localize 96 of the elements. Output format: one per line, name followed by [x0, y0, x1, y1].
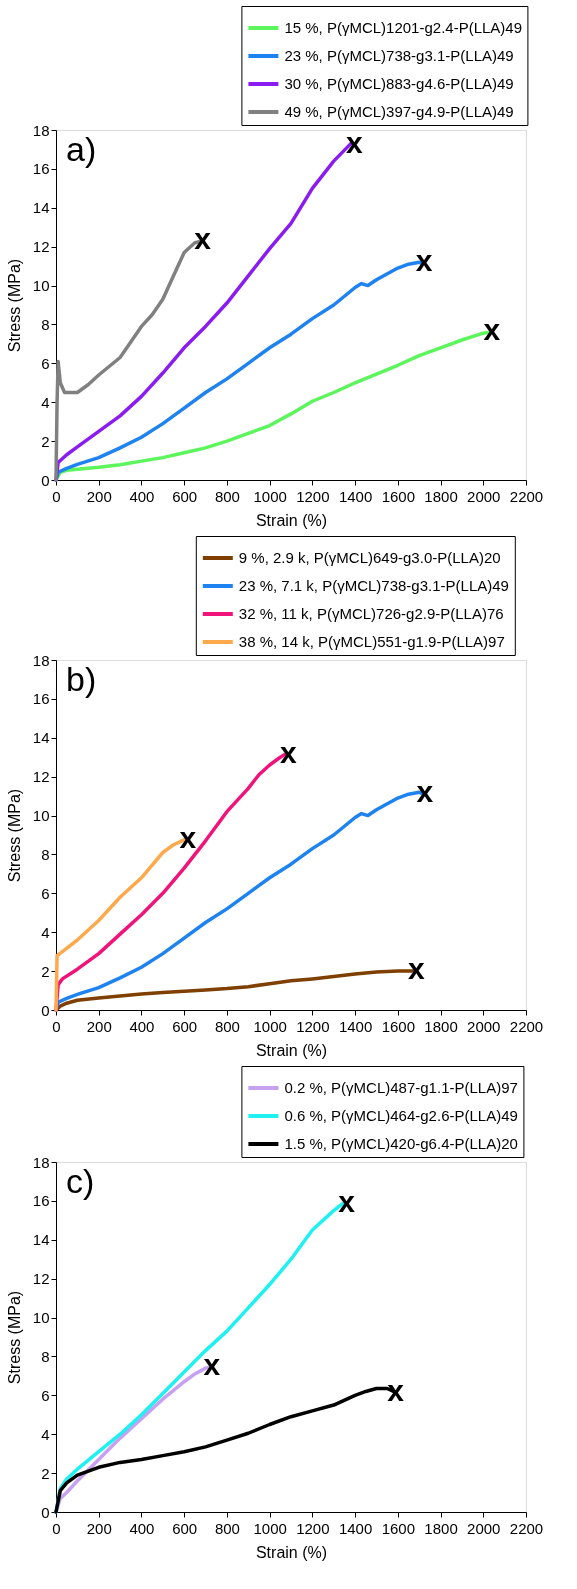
y-tick-label: 10 [32, 807, 50, 825]
annotation: x [338, 1185, 356, 1219]
y-tick-label: 4 [41, 393, 50, 411]
y-tick-label: 12 [32, 238, 50, 256]
annotation: x [483, 312, 501, 346]
x-tick-label: 1400 [338, 1519, 373, 1537]
x-tick-label: 600 [172, 1017, 198, 1035]
x-tick-label: 1000 [253, 1519, 287, 1537]
y-tick-label: 14 [32, 729, 50, 747]
x-tick-label: 800 [214, 487, 240, 505]
x-axis-title: Strain (%) [255, 1543, 328, 1561]
x-tick-label: 2000 [467, 487, 501, 505]
y-tick-label: 18 [32, 1153, 50, 1171]
y-axis-title: Stress (MPa) [5, 258, 23, 353]
y-tick-label: 8 [41, 315, 50, 333]
x-axis-title: Strain (%) [255, 511, 328, 529]
x-tick-label: 1800 [424, 487, 458, 505]
annotation: x [408, 951, 426, 985]
y-tick-label: 6 [41, 884, 50, 902]
y-tick-label: 0 [41, 471, 50, 489]
legend-label: 32 %, 11 k, P(γMCL)726-g2.9-P(LLA)76 [238, 605, 504, 622]
x-tick-label: 600 [172, 487, 198, 505]
legend-label: 49 %, P(γMCL)397-g4.9-P(LLA)49 [284, 103, 514, 120]
x-axis-title: Strain (%) [255, 1041, 328, 1059]
annotation: x [179, 821, 197, 855]
legend-label: 0.2 %, P(γMCL)487-g1.1-P(LLA)97 [284, 1079, 518, 1096]
y-tick-label: 16 [32, 1192, 50, 1210]
y-axis-title: Stress (MPa) [5, 1290, 23, 1385]
annotation: x [279, 736, 297, 770]
x-tick-label: 1800 [424, 1519, 458, 1537]
y-tick-label: 10 [32, 1309, 50, 1327]
y-axis-title: Stress (MPa) [5, 788, 23, 883]
annotation: x [203, 1348, 221, 1382]
y-tick-label: 12 [32, 768, 50, 786]
annotation: x [194, 222, 212, 256]
legend-label: 1.5 %, P(γMCL)420-g6.4-P(LLA)20 [284, 1135, 518, 1152]
x-tick-label: 400 [129, 1017, 155, 1035]
annotation: b) [66, 660, 97, 698]
annotation: x [415, 244, 433, 278]
y-tick-label: 8 [41, 1347, 50, 1365]
y-tick-label: 2 [41, 1464, 50, 1482]
annotation: x [345, 125, 363, 159]
x-tick-label: 1400 [338, 487, 373, 505]
x-tick-label: 2200 [509, 1017, 544, 1035]
y-tick-label: 18 [32, 651, 50, 669]
legend-label: 30 %, P(γMCL)883-g4.6-P(LLA)49 [284, 75, 514, 92]
x-tick-label: 2200 [509, 487, 544, 505]
legend-label: 0.6 %, P(γMCL)464-g2.6-P(LLA)49 [284, 1107, 518, 1124]
x-tick-label: 800 [214, 1017, 240, 1035]
y-tick-label: 0 [41, 1001, 50, 1019]
x-tick-label: 1400 [338, 1017, 373, 1035]
y-tick-label: 2 [41, 962, 50, 980]
legend-label: 15 %, P(γMCL)1201-g2.4-P(LLA)49 [284, 19, 523, 36]
legend-label: 9 %, 2.9 k, P(γMCL)649-g3.0-P(LLA)20 [238, 549, 501, 566]
y-tick-label: 6 [41, 1386, 50, 1404]
x-tick-label: 0 [52, 487, 61, 505]
x-tick-label: 1000 [253, 487, 287, 505]
y-tick-label: 14 [32, 199, 50, 217]
x-tick-label: 200 [86, 487, 112, 505]
x-tick-label: 400 [129, 487, 155, 505]
x-tick-label: 2200 [509, 1519, 544, 1537]
x-tick-label: 200 [86, 1017, 112, 1035]
x-tick-label: 1600 [381, 1017, 416, 1035]
x-tick-label: 1200 [296, 1017, 330, 1035]
legend-label: 23 %, 7.1 k, P(γMCL)738-g3.1-P(LLA)49 [238, 577, 509, 594]
y-tick-label: 0 [41, 1503, 50, 1521]
x-tick-label: 1600 [381, 1519, 416, 1537]
annotation: c) [66, 1162, 95, 1200]
y-tick-label: 16 [32, 690, 50, 708]
x-tick-label: 200 [86, 1519, 112, 1537]
x-tick-label: 0 [52, 1017, 61, 1035]
y-tick-label: 6 [41, 354, 50, 372]
y-tick-label: 10 [32, 277, 50, 295]
y-tick-label: 16 [32, 160, 50, 178]
legend-label: 23 %, P(γMCL)738-g3.1-P(LLA)49 [284, 47, 514, 64]
x-tick-label: 800 [214, 1519, 240, 1537]
legend-label: 38 %, 14 k, P(γMCL)551-g1.9-P(LLA)97 [238, 633, 505, 650]
y-tick-label: 4 [41, 1425, 50, 1443]
y-tick-label: 18 [32, 121, 50, 139]
y-tick-label: 14 [32, 1231, 50, 1249]
y-tick-label: 12 [32, 1270, 50, 1288]
y-tick-label: 4 [41, 923, 50, 941]
x-tick-label: 1600 [381, 487, 416, 505]
x-tick-label: 1200 [296, 487, 330, 505]
annotation: a) [66, 130, 97, 168]
y-tick-label: 2 [41, 432, 50, 450]
x-tick-label: 600 [172, 1519, 198, 1537]
x-tick-label: 1000 [253, 1017, 287, 1035]
x-tick-label: 1200 [296, 1519, 330, 1537]
y-tick-label: 8 [41, 845, 50, 863]
x-tick-label: 1800 [424, 1017, 458, 1035]
x-tick-label: 0 [52, 1519, 61, 1537]
annotation: x [416, 775, 434, 809]
x-tick-label: 2000 [467, 1017, 501, 1035]
x-tick-label: 2000 [467, 1519, 501, 1537]
x-tick-label: 400 [129, 1519, 155, 1537]
